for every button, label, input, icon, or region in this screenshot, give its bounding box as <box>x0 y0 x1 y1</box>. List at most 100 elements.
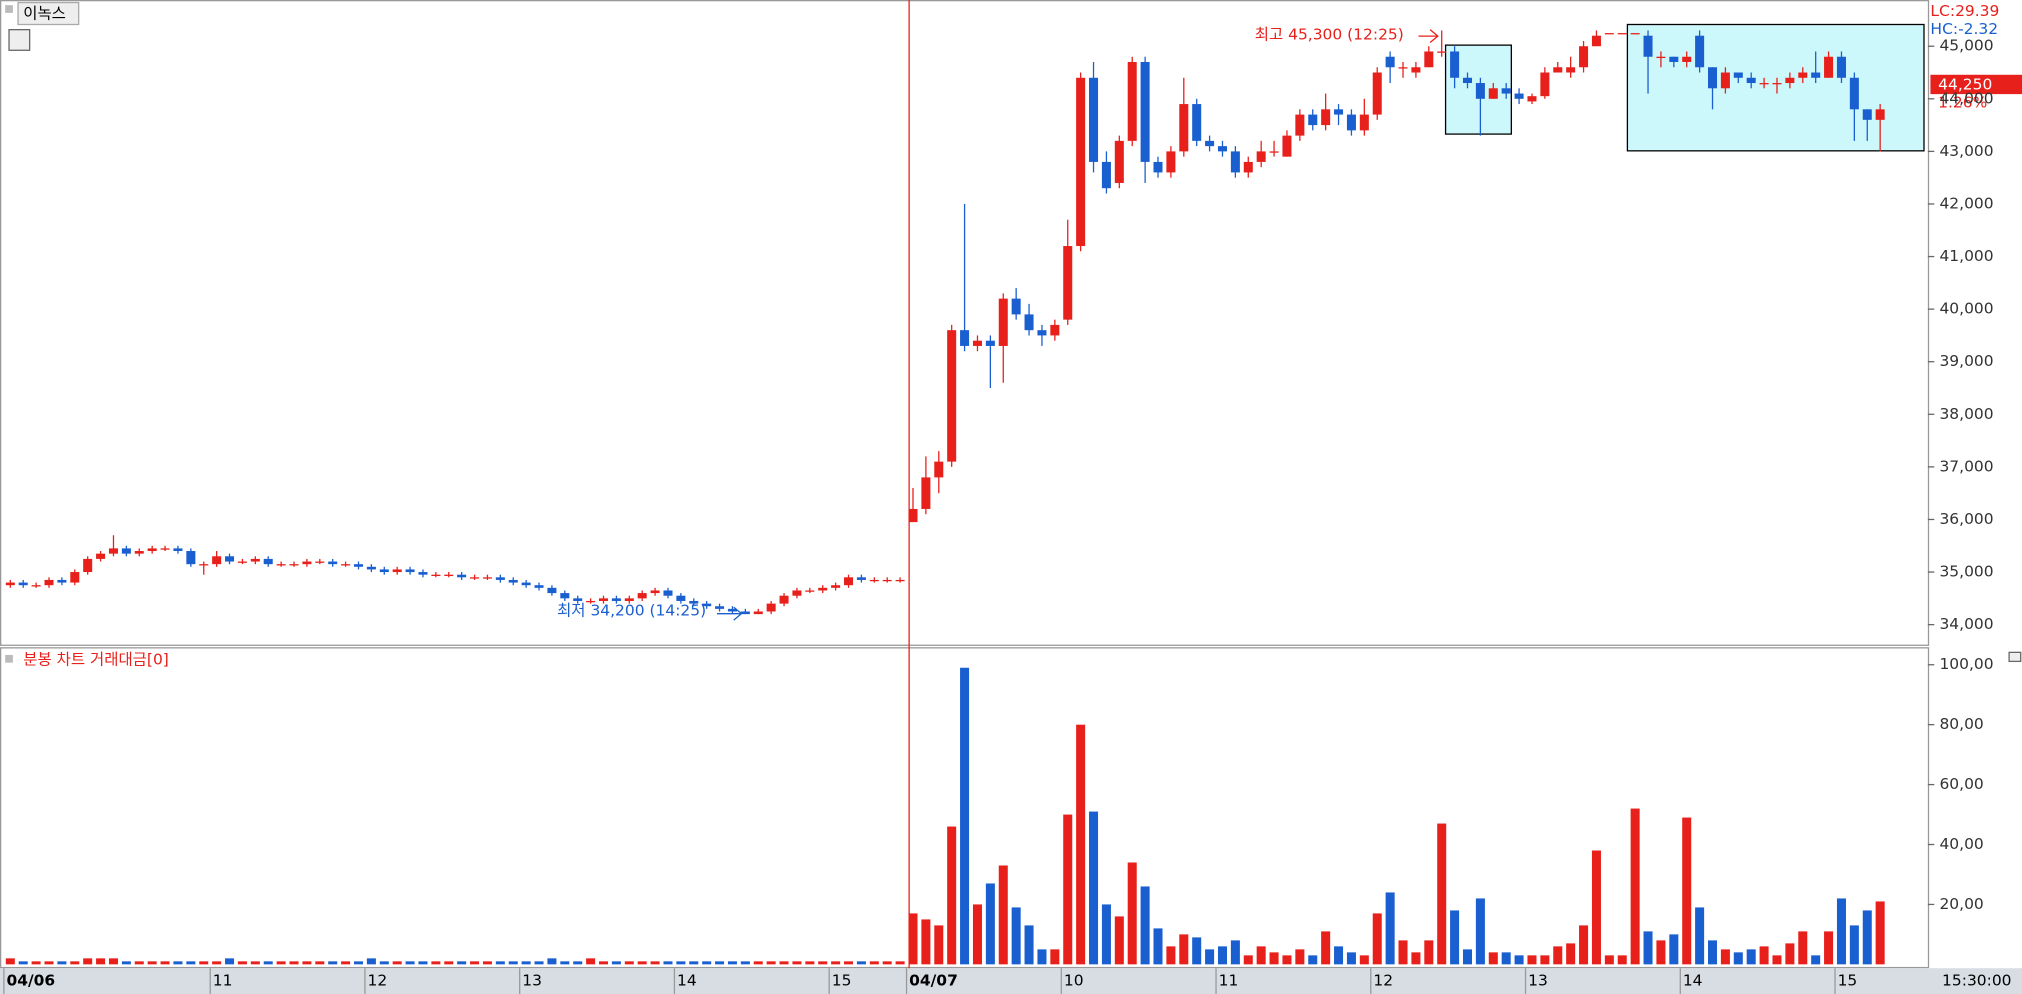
candle-body <box>212 556 222 565</box>
volume-bar <box>1127 862 1137 965</box>
x-tick-label: 14 <box>677 972 697 990</box>
volume-bar <box>895 961 905 965</box>
volume-bar <box>1205 949 1215 965</box>
candle-body <box>1050 324 1060 336</box>
volume-bar <box>1811 955 1821 965</box>
candle-body <box>1707 67 1718 89</box>
volume-bar <box>1450 910 1460 965</box>
volume-bar <box>624 961 634 965</box>
candle-body <box>1398 67 1408 69</box>
candle-body <box>1849 77 1859 110</box>
x-tick-label: 13 <box>1528 972 1548 990</box>
volume-panel <box>0 647 1930 969</box>
candle-body <box>199 564 209 566</box>
x-tick-label: 12 <box>368 972 388 990</box>
volume-bar <box>1553 946 1563 965</box>
candle-body <box>805 590 815 592</box>
volume-bar <box>715 961 725 965</box>
volume-bar <box>1501 952 1511 965</box>
y-tick-label: 44,000 <box>1939 89 1993 107</box>
volume-bar <box>96 958 106 965</box>
y-tick-label: 100,00 <box>1939 655 1993 673</box>
volume-bar <box>83 958 93 965</box>
volume-bar <box>302 961 312 965</box>
candle-body <box>1166 151 1176 173</box>
candle-body <box>792 590 802 596</box>
volume-bar <box>1321 931 1331 965</box>
x-tick-label: 10 <box>1064 972 1084 990</box>
candle-body <box>1617 33 1627 35</box>
candle-body <box>108 548 118 554</box>
candle-body <box>1836 56 1846 78</box>
volume-bar <box>611 961 621 965</box>
candle-body <box>650 590 660 594</box>
volume-bar <box>1669 934 1679 965</box>
volume-bar <box>1785 943 1795 965</box>
candle-body <box>1733 72 1743 78</box>
highlight-box <box>1626 23 1925 152</box>
candle-body <box>921 477 931 509</box>
volume-bar <box>1192 937 1202 965</box>
candle-body <box>237 561 247 563</box>
volume-bar <box>225 958 235 965</box>
close-button[interactable] <box>2008 651 2022 663</box>
y-tick-label: 41,000 <box>1939 247 1993 265</box>
candle-body <box>405 569 415 573</box>
volume-bar <box>650 961 660 965</box>
candle-body <box>1566 67 1576 73</box>
candle-body <box>1514 93 1524 99</box>
candle-body <box>289 564 299 566</box>
candle-body <box>1385 56 1395 68</box>
candle-body <box>444 574 454 576</box>
candle-body <box>1824 56 1834 78</box>
toolbar-button[interactable] <box>8 29 31 51</box>
candle-body <box>1114 140 1124 183</box>
volume-bar <box>1308 955 1318 965</box>
volume-bar <box>341 961 351 965</box>
volume-title: 분봉 차트 거래대금[0] <box>23 651 169 669</box>
y-tick-label: 36,000 <box>1939 510 1993 528</box>
volume-bar <box>689 961 699 965</box>
volume-bar <box>431 961 441 965</box>
candle-body <box>315 561 325 563</box>
volume-bar <box>908 913 918 965</box>
candle-body <box>508 579 518 583</box>
volume-bar <box>328 961 338 965</box>
y-tick-label: 37,000 <box>1939 457 1993 475</box>
candle-body <box>379 569 389 573</box>
volume-bar <box>534 961 544 965</box>
candle-body <box>547 587 557 594</box>
y-tick-label: 80,00 <box>1939 715 1983 733</box>
candle-body <box>766 603 776 612</box>
volume-bar <box>160 961 170 965</box>
candle-body <box>753 611 763 615</box>
volume-bar <box>1153 928 1163 965</box>
volume-bar <box>1514 955 1524 965</box>
y-tick-label: 42,000 <box>1939 194 1993 212</box>
volume-bar <box>289 961 299 965</box>
candle-body <box>908 508 918 523</box>
volume-bar <box>1875 901 1885 965</box>
x-tick-label: 12 <box>1373 972 1393 990</box>
volume-bar <box>276 961 286 965</box>
volume-bar <box>482 961 492 965</box>
candle-body <box>121 548 131 554</box>
volume-bar <box>805 961 815 965</box>
volume-bar <box>1063 814 1073 965</box>
volume-bar <box>237 961 247 965</box>
candle-body <box>392 569 402 573</box>
volume-bar <box>1682 817 1692 965</box>
volume-bar <box>379 961 389 965</box>
candle-body <box>960 330 970 346</box>
candle-body <box>934 461 944 478</box>
candle-body <box>1462 77 1473 84</box>
y-tick-label: 43,000 <box>1939 142 1993 160</box>
candle-body <box>1179 104 1189 152</box>
candle-body <box>1424 51 1434 68</box>
volume-bar <box>444 961 454 965</box>
volume-bar <box>676 961 686 965</box>
volume-bar <box>44 961 54 965</box>
candle-body <box>1205 140 1215 147</box>
candle-body <box>856 577 866 580</box>
